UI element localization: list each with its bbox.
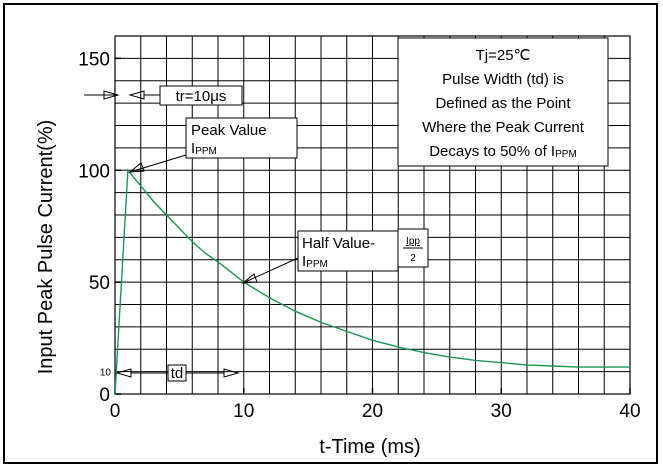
peak-label-line1: Peak Value: [191, 122, 267, 139]
half-fraction-denominator: 2: [410, 253, 416, 264]
x-tick-label: 0: [110, 401, 121, 422]
series-line: [114, 168, 630, 395]
y-axis-label: Input Peak Pulse Current(%): [35, 120, 57, 375]
x-tick-label: 40: [619, 401, 640, 422]
note-line-2: Pulse Width (td) is: [442, 71, 564, 88]
half-fraction-numerator: Ipp: [406, 236, 420, 247]
tr-annotation: tr=10μs: [84, 85, 243, 106]
half-label-line1: Half Value-: [302, 235, 375, 252]
note-line-3: Defined as the Point: [435, 95, 571, 112]
td-label: td: [171, 365, 184, 382]
x-tick-label: 20: [362, 401, 383, 422]
y-tick-label: 150: [78, 49, 110, 70]
peak-annotation: Peak Value IPPM: [128, 117, 298, 173]
y-tick-label: 50: [89, 273, 110, 294]
tick-labels: 0 10 20 30 40 0 50 100 150 10: [78, 49, 640, 422]
y-tick-label: 100: [78, 161, 110, 182]
peak-label-line2: IPPM: [191, 140, 217, 157]
note-line-4: Where the Peak Current: [422, 119, 585, 136]
half-annotation: Half Value- IPPM Ipp 2: [241, 228, 429, 284]
x-tick-label: 10: [233, 401, 254, 422]
y-tick-label-extra: 10: [100, 368, 112, 379]
td-annotation: td: [115, 364, 240, 382]
grid: [114, 35, 631, 395]
tr-label: tr=10μs: [176, 88, 227, 105]
x-tick-label: 30: [491, 401, 512, 422]
conditions-note: Tj=25℃ Pulse Width (td) is Defined as th…: [397, 37, 609, 167]
y-tick-label: 0: [99, 385, 110, 406]
note-line-1: Tj=25℃: [476, 47, 531, 64]
note-line-5: Decays to 50% of IPPM: [429, 143, 577, 160]
half-label-line2: IPPM: [302, 253, 328, 270]
x-axis-label: t-Time (ms): [319, 436, 420, 458]
series-layer: [114, 168, 630, 395]
